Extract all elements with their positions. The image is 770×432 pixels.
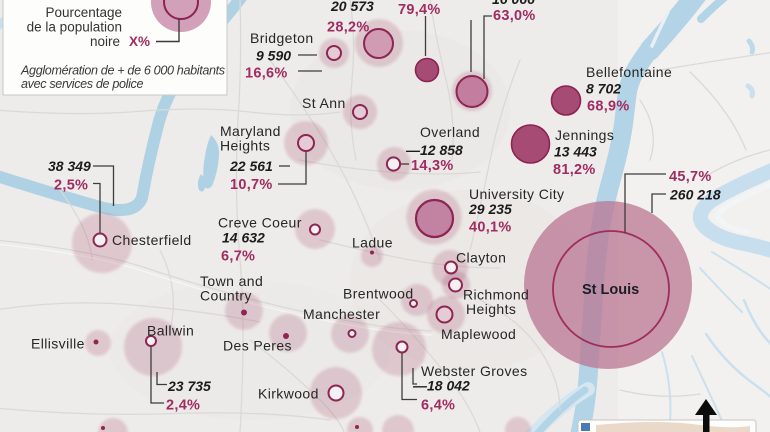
svg-text:6,7%: 6,7% xyxy=(221,249,255,265)
svg-text:6,4%: 6,4% xyxy=(421,398,455,414)
svg-text:23 735: 23 735 xyxy=(167,378,211,394)
svg-text:68,9%: 68,9% xyxy=(587,99,630,115)
svg-text:Richmond: Richmond xyxy=(463,287,529,303)
svg-text:Kirkwood: Kirkwood xyxy=(258,386,319,402)
svg-text:28,2%: 28,2% xyxy=(327,20,370,36)
svg-text:2,4%: 2,4% xyxy=(166,398,200,414)
svg-text:81,2%: 81,2% xyxy=(553,162,596,178)
svg-text:X%: X% xyxy=(129,34,150,49)
svg-text:Ballwin: Ballwin xyxy=(147,323,194,339)
svg-text:Clayton: Clayton xyxy=(456,250,506,266)
svg-text:Manchester: Manchester xyxy=(303,306,380,322)
svg-text:Des Peres: Des Peres xyxy=(223,338,292,354)
svg-text:—12 858: —12 858 xyxy=(405,142,463,158)
svg-text:Maryland: Maryland xyxy=(220,123,281,139)
svg-text:Town and: Town and xyxy=(200,273,263,289)
svg-text:40,1%: 40,1% xyxy=(469,220,512,236)
svg-text:University City: University City xyxy=(469,186,564,202)
svg-text:2,5%: 2,5% xyxy=(54,178,88,194)
svg-text:Heights: Heights xyxy=(466,301,516,317)
svg-text:22 561: 22 561 xyxy=(229,158,273,174)
svg-text:Bridgeton: Bridgeton xyxy=(250,30,314,46)
svg-text:Chesterfield: Chesterfield xyxy=(112,232,192,248)
svg-text:Country: Country xyxy=(200,288,252,304)
svg-text:Bellefontaine: Bellefontaine xyxy=(586,64,672,80)
svg-text:14 632: 14 632 xyxy=(222,230,265,246)
svg-text:260 218: 260 218 xyxy=(669,187,721,203)
svg-text:—18 042: —18 042 xyxy=(412,378,470,394)
svg-text:St Louis: St Louis xyxy=(582,282,639,298)
svg-text:63,0%: 63,0% xyxy=(493,8,536,24)
svg-text:Ladue: Ladue xyxy=(352,235,393,251)
svg-text:29 235: 29 235 xyxy=(468,201,512,217)
svg-text:20 573: 20 573 xyxy=(330,0,374,14)
svg-text:38 349: 38 349 xyxy=(48,158,91,174)
svg-text:16 066: 16 066 xyxy=(492,0,535,7)
svg-text:Heights: Heights xyxy=(220,138,270,154)
svg-text:St Ann: St Ann xyxy=(302,95,346,111)
svg-text:Jennings: Jennings xyxy=(555,127,614,143)
svg-text:Agglomération de + de 6 000 ha: Agglomération de + de 6 000 habitants xyxy=(20,64,226,78)
svg-text:13 443: 13 443 xyxy=(554,144,597,160)
svg-text:16,6%: 16,6% xyxy=(245,66,288,82)
svg-text:noire: noire xyxy=(90,34,120,49)
svg-text:Pourcentage: Pourcentage xyxy=(45,5,122,20)
svg-text:9 590: 9 590 xyxy=(256,48,291,64)
svg-text:10,7%: 10,7% xyxy=(230,177,273,193)
svg-text:Overland: Overland xyxy=(420,124,480,140)
svg-text:de la population: de la population xyxy=(27,20,122,35)
svg-text:14,3%: 14,3% xyxy=(411,158,454,174)
svg-text:Maplewood: Maplewood xyxy=(441,326,516,342)
svg-text:Creve Coeur: Creve Coeur xyxy=(218,215,302,231)
svg-text:Ellisville: Ellisville xyxy=(31,336,85,352)
svg-text:45,7%: 45,7% xyxy=(669,169,712,185)
svg-text:Brentwood: Brentwood xyxy=(343,286,414,302)
svg-text:8 702: 8 702 xyxy=(586,81,621,97)
svg-text:79,4%: 79,4% xyxy=(398,2,441,18)
svg-text:Webster Groves: Webster Groves xyxy=(421,363,528,379)
svg-text:avec services de police: avec services de police xyxy=(21,77,143,91)
